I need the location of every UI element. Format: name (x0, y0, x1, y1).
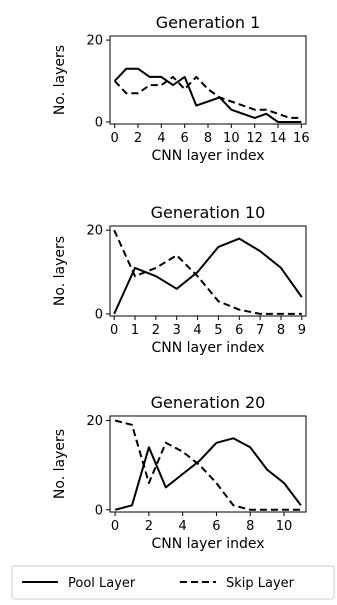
skip-layer-line (113, 229, 302, 315)
y-axis-label: No. layers (52, 236, 68, 306)
pool-layer-line (113, 67, 302, 123)
y-axis-label: No. layers (52, 429, 68, 499)
x-tick-label: 8 (246, 519, 254, 534)
legend-box (11, 565, 335, 600)
x-tick-label: 9 (298, 323, 306, 338)
x-tick-label: 8 (204, 131, 212, 146)
x-tick-label: 6 (212, 519, 220, 534)
legend-skip-layer-label: Skip Layer (226, 576, 295, 591)
x-axis-label: CNN layer index (151, 340, 264, 356)
x-tick-label: 12 (246, 131, 263, 146)
x-tick-label: 8 (277, 323, 285, 338)
y-tick-label: 20 (86, 414, 103, 429)
x-tick-label: 1 (131, 323, 139, 338)
x-tick-label: 0 (111, 131, 119, 146)
skip-layer-line (114, 419, 301, 511)
x-tick-label: 4 (157, 131, 165, 146)
panel-2-frame (109, 225, 307, 317)
x-tick-label: 0 (110, 323, 118, 338)
x-tick-label: 10 (276, 519, 293, 534)
legend-pool-layer-label: Pool Layer (68, 576, 136, 591)
x-tick-label: 0 (111, 519, 119, 534)
panel-2-title: Generation 10 (151, 203, 266, 222)
x-tick-label: 10 (223, 131, 240, 146)
x-axis-label: CNN layer index (151, 148, 264, 164)
x-tick-label: 16 (293, 131, 310, 146)
x-tick-label: 2 (152, 323, 160, 338)
x-axis-label: CNN layer index (151, 536, 264, 552)
pool-layer-line (113, 237, 303, 315)
y-tick-label: 0 (95, 307, 103, 322)
x-tick-label: 3 (173, 323, 181, 338)
x-tick-label: 6 (235, 323, 243, 338)
pool-layer-line (114, 437, 302, 511)
x-tick-label: 5 (214, 323, 222, 338)
skip-layer-line (113, 75, 302, 119)
y-axis-label: No. layers (52, 45, 68, 115)
x-tick-label: 4 (179, 519, 187, 534)
y-tick-label: 20 (86, 34, 103, 49)
x-tick-label: 2 (134, 131, 142, 146)
x-tick-label: 2 (145, 519, 153, 534)
x-tick-label: 6 (181, 131, 189, 146)
panel-3-title: Generation 20 (151, 393, 266, 412)
x-tick-label: 4 (193, 323, 201, 338)
x-tick-label: 14 (270, 131, 287, 146)
y-tick-label: 0 (95, 503, 103, 518)
panel-3-frame (109, 415, 307, 513)
panel-1-title: Generation 1 (156, 13, 261, 32)
y-tick-label: 20 (86, 224, 103, 239)
x-tick-label: 7 (256, 323, 264, 338)
y-tick-label: 0 (95, 115, 103, 130)
panel-1-frame (109, 35, 307, 125)
